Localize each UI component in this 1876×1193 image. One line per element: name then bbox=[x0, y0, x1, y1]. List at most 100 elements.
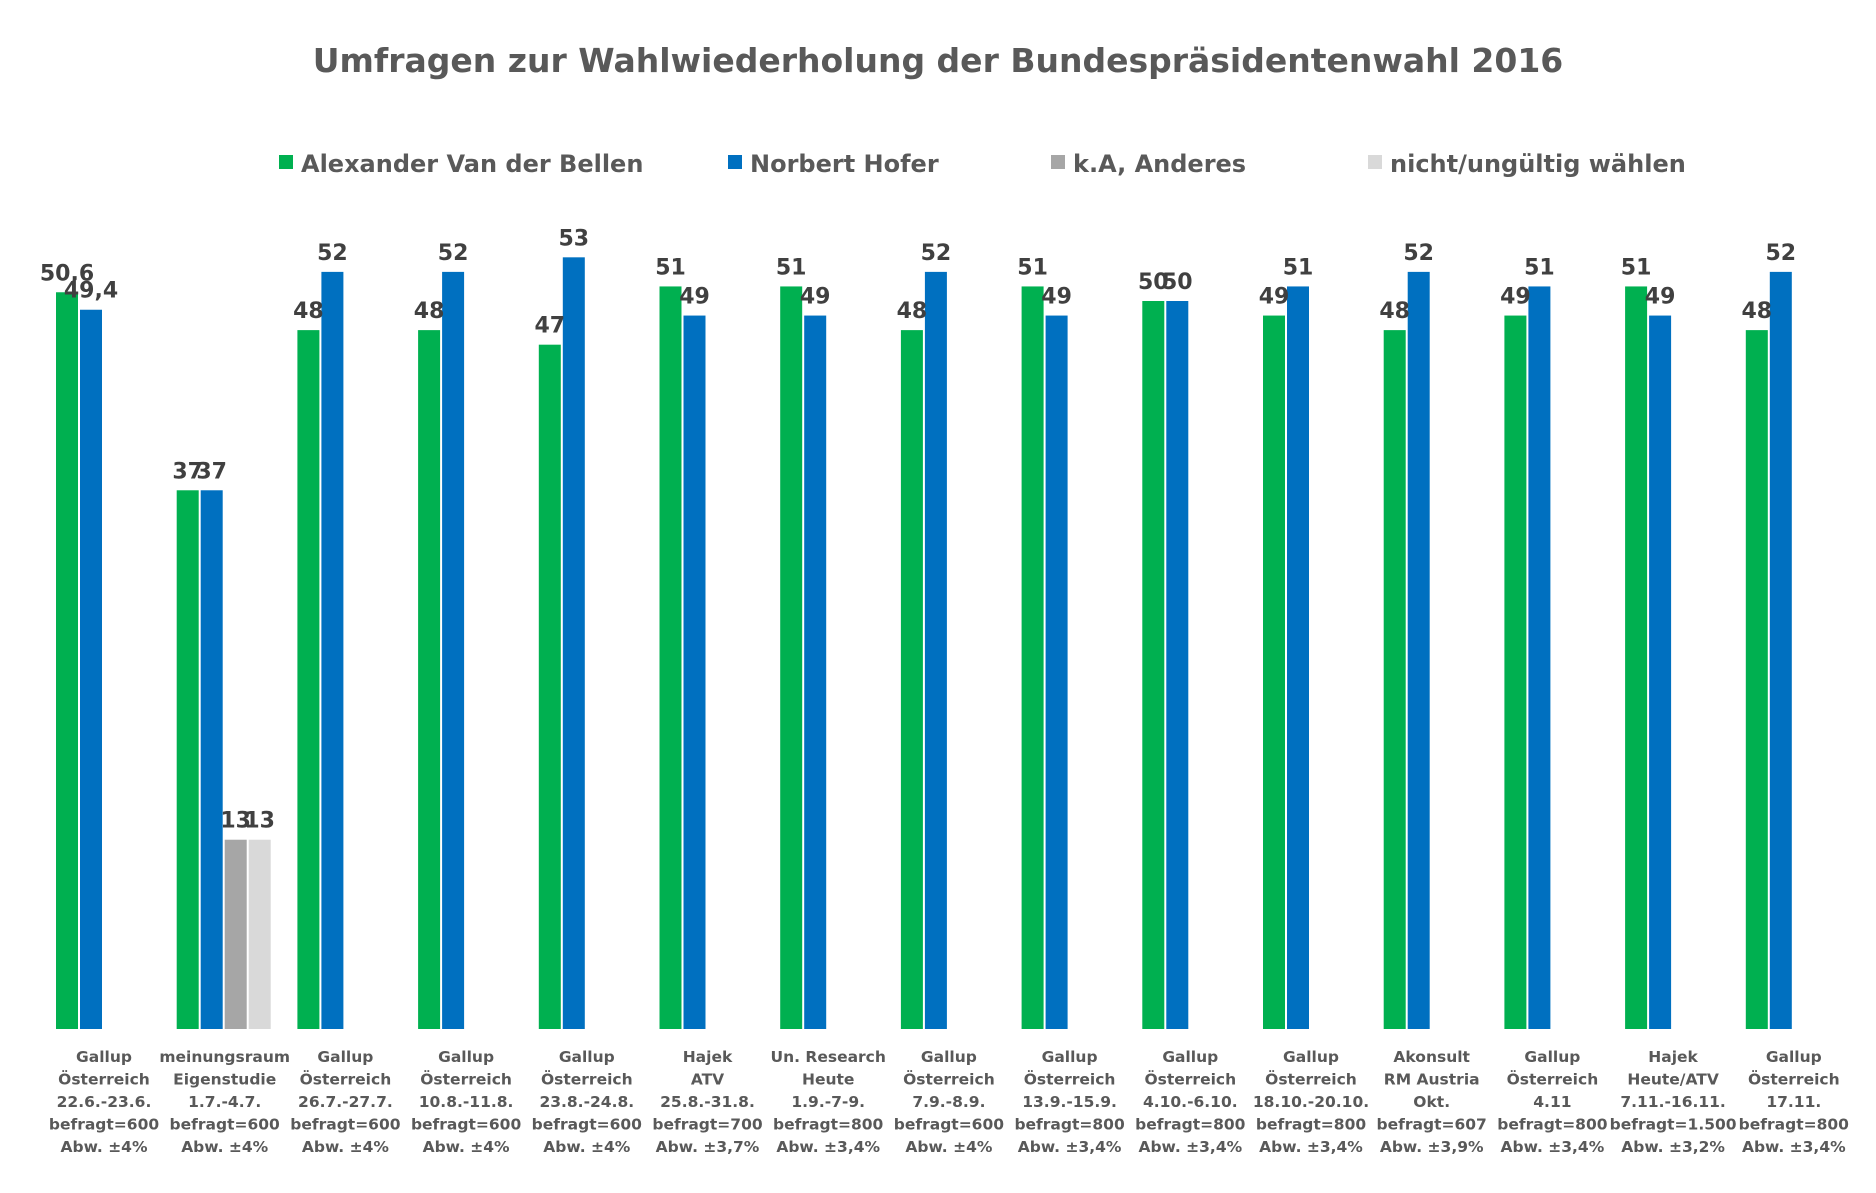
data-label-8-series-1: 48 bbox=[897, 299, 928, 324]
legend-swatch-1 bbox=[279, 155, 293, 169]
data-label-11-series-2: 51 bbox=[1283, 255, 1314, 280]
data-label-4-series-1: 48 bbox=[414, 299, 445, 324]
category-labels: Gallup Österreich 22.6.-23.6. befragt=600 Ab… bbox=[49, 1048, 1849, 1156]
category-label-line: Gallup bbox=[559, 1048, 615, 1066]
category-label-line: Abw. ±3,4% bbox=[1742, 1138, 1846, 1156]
category-label-line: Abw. ±3,9% bbox=[1380, 1138, 1484, 1156]
category-label-13: Gallup Österreich 4.11 befragt=800 Abw. ±3,4… bbox=[1497, 1048, 1608, 1156]
bar-10-series-1 bbox=[1142, 301, 1165, 1029]
bar-4-series-2 bbox=[442, 271, 465, 1029]
bar-13-series-2 bbox=[1528, 286, 1551, 1029]
data-label-10-series-1: 50 bbox=[1138, 270, 1169, 295]
category-label-4: Gallup Österreich 10.8.-11.8. befragt=600 Ab… bbox=[411, 1048, 522, 1156]
bar-1-series-1 bbox=[56, 292, 78, 1029]
bar-5-series-2 bbox=[562, 257, 585, 1029]
category-label-line: Österreich bbox=[541, 1070, 633, 1089]
data-label-12-series-2: 52 bbox=[1403, 241, 1434, 266]
category-label-line: 10.8.-11.8. bbox=[419, 1093, 514, 1111]
category-label-line: Gallup bbox=[1524, 1048, 1580, 1066]
category-label-line: Abw. ±3,2% bbox=[1621, 1138, 1725, 1156]
category-label-line: befragt=600 bbox=[411, 1116, 522, 1134]
data-label-15-series-2: 52 bbox=[1765, 241, 1796, 266]
category-label-line: RM Austria bbox=[1384, 1071, 1480, 1089]
bar-10-series-2 bbox=[1166, 301, 1189, 1029]
category-label-line: Abw. ±3,4% bbox=[776, 1138, 880, 1156]
data-label-11-series-1: 49 bbox=[1259, 285, 1290, 310]
category-label-line: Abw. ±4% bbox=[181, 1138, 268, 1156]
data-label-7-series-2: 49 bbox=[800, 285, 831, 310]
bar-6-series-2 bbox=[683, 315, 706, 1029]
legend-swatch-2 bbox=[728, 155, 742, 169]
category-label-line: 4.10.-6.10. bbox=[1143, 1093, 1238, 1111]
category-label-3: Gallup Österreich 26.7.-27.7. befragt=600 Ab… bbox=[290, 1048, 401, 1156]
category-label-6: Hajek ATV 25.8.-31.8. befragt=700 Abw. ±3,7% bbox=[652, 1048, 763, 1156]
category-label-line: ATV bbox=[691, 1071, 724, 1089]
bar-14-series-1 bbox=[1625, 286, 1648, 1029]
bar-1-series-2 bbox=[80, 309, 102, 1030]
category-label-line: 25.8.-31.8. bbox=[660, 1093, 755, 1111]
category-label-line: befragt=800 bbox=[1497, 1116, 1608, 1134]
bar-5-series-1 bbox=[538, 344, 561, 1029]
category-label-10: Gallup Österreich 4.10.-6.10. befragt=800 Ab… bbox=[1135, 1048, 1246, 1156]
bar-9-series-2 bbox=[1045, 315, 1068, 1029]
category-label-line: Österreich bbox=[1748, 1070, 1840, 1089]
data-label-3-series-1: 48 bbox=[293, 299, 324, 324]
category-label-14: Hajek Heute/ATV 7.11.-16.11. befragt=1.500 A… bbox=[1610, 1048, 1737, 1156]
bar-11-series-1 bbox=[1263, 315, 1285, 1029]
bar-15-series-2 bbox=[1769, 271, 1792, 1029]
category-label-line: 1.7.-4.7. bbox=[188, 1093, 261, 1111]
data-label-1-series-1: 50,6 bbox=[40, 261, 94, 286]
bar-9-series-1 bbox=[1021, 286, 1044, 1029]
legend-label-3: k.A, Anderes bbox=[1073, 150, 1246, 178]
category-label-line: befragt=800 bbox=[1135, 1116, 1246, 1134]
category-label-line: befragt=800 bbox=[1739, 1116, 1850, 1134]
category-label-line: 26.7.-27.7. bbox=[298, 1093, 393, 1111]
data-label-2-series-4: 13 bbox=[244, 809, 275, 834]
category-label-line: befragt=800 bbox=[773, 1116, 884, 1134]
bar-12-series-2 bbox=[1407, 271, 1430, 1029]
category-label-line: Österreich bbox=[1144, 1070, 1236, 1089]
bar-8-series-1 bbox=[900, 330, 923, 1029]
legend: Alexander Van der Bellen Norbert Hofer k.A… bbox=[279, 150, 1686, 178]
category-label-line: Abw. ±3,7% bbox=[656, 1138, 760, 1156]
category-label-line: Abw. ±3,4% bbox=[1138, 1138, 1242, 1156]
data-label-13-series-1: 49 bbox=[1500, 285, 1531, 310]
category-label-line: befragt=607 bbox=[1377, 1116, 1487, 1134]
category-label-line: Gallup bbox=[1042, 1048, 1098, 1066]
category-label-line: Abw. ±4% bbox=[543, 1138, 630, 1156]
category-label-line: Österreich bbox=[58, 1070, 150, 1089]
bar-2-series-1 bbox=[176, 490, 199, 1029]
category-label-line: Österreich bbox=[1507, 1070, 1599, 1089]
category-label-line: Akonsult bbox=[1393, 1048, 1470, 1066]
category-label-line: Österreich bbox=[420, 1070, 512, 1089]
data-label-2-series-2: 37 bbox=[196, 459, 227, 484]
category-label-line: 13.9.-15.9. bbox=[1022, 1093, 1117, 1111]
category-label-line: meinungsraum bbox=[159, 1048, 290, 1066]
category-label-line: befragt=700 bbox=[652, 1116, 763, 1134]
category-label-line: Gallup bbox=[438, 1048, 494, 1066]
bar-3-series-2 bbox=[321, 271, 344, 1029]
category-label-15: Gallup Österreich 17.11. befragt=800 Abw. ±3… bbox=[1739, 1048, 1850, 1156]
category-label-line: Abw. ±3,4% bbox=[1501, 1138, 1605, 1156]
data-label-1-series-2: 49,4 bbox=[64, 279, 118, 304]
category-label-line: befragt=600 bbox=[532, 1116, 643, 1134]
category-label-line: 4.11 bbox=[1533, 1093, 1571, 1111]
category-label-1: Gallup Österreich 22.6.-23.6. befragt=600 Ab… bbox=[49, 1048, 160, 1156]
category-label-2: meinungsraum Eigenstudie 1.7.-4.7. befragt=… bbox=[159, 1048, 290, 1156]
legend-label-1: Alexander Van der Bellen bbox=[301, 150, 643, 178]
category-label-line: Gallup bbox=[317, 1048, 373, 1066]
data-label-3-series-2: 52 bbox=[317, 241, 348, 266]
legend-swatch-4 bbox=[1368, 155, 1382, 169]
data-label-13-series-2: 51 bbox=[1524, 255, 1555, 280]
bar-3-series-1 bbox=[297, 330, 320, 1029]
category-label-line: befragt=800 bbox=[1014, 1116, 1125, 1134]
bar-4-series-1 bbox=[418, 330, 441, 1029]
category-label-line: Gallup bbox=[921, 1048, 977, 1066]
data-label-2-series-3: 13 bbox=[220, 809, 251, 834]
bar-6-series-1 bbox=[659, 286, 682, 1029]
category-label-line: Eigenstudie bbox=[173, 1071, 276, 1089]
category-label-9: Gallup Österreich 13.9.-15.9. befragt=800 Ab… bbox=[1014, 1048, 1125, 1156]
bar-13-series-1 bbox=[1504, 315, 1527, 1029]
category-label-line: Hajek bbox=[683, 1048, 733, 1066]
category-label-line: befragt=1.500 bbox=[1610, 1116, 1737, 1134]
